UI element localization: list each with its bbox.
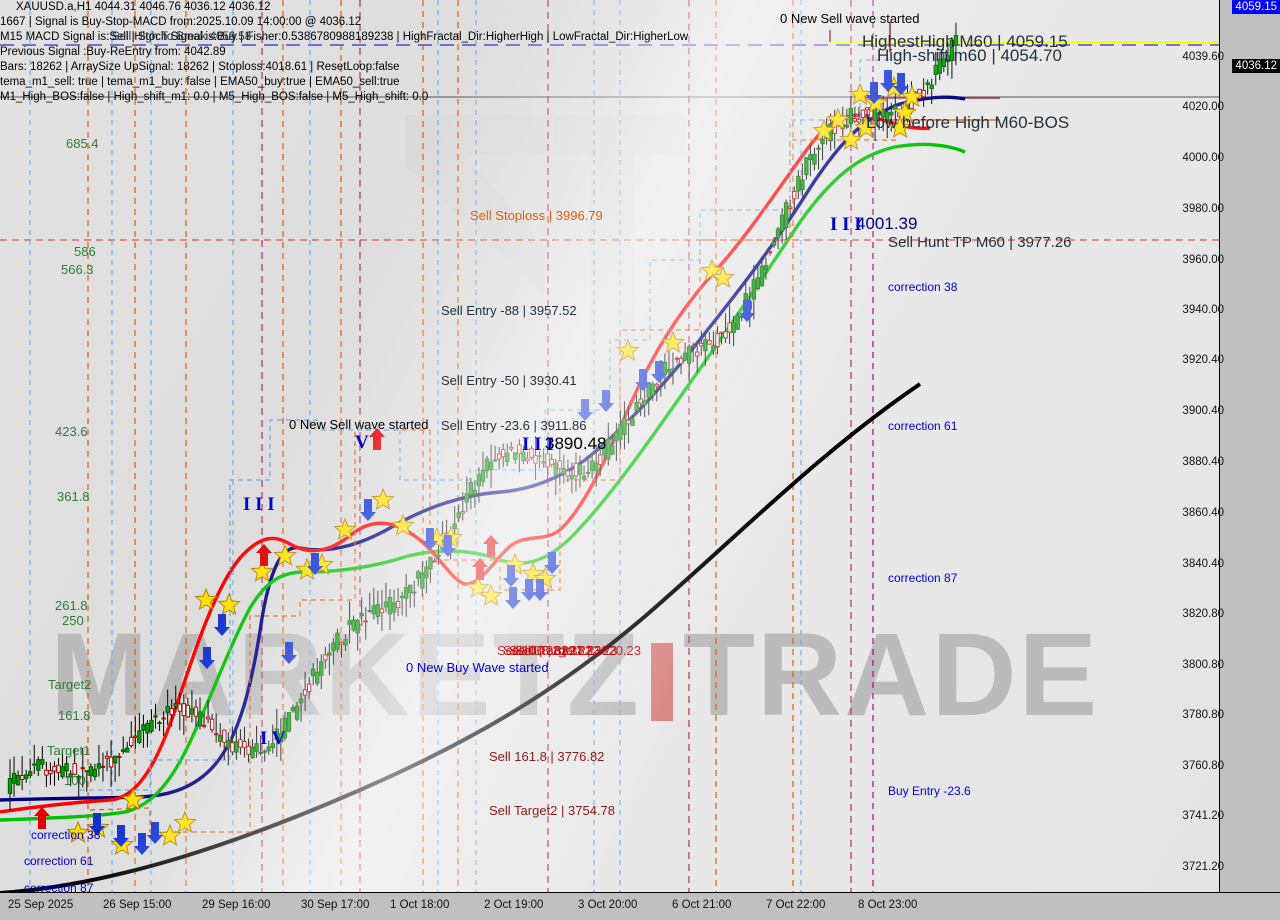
price-tick: 3840.40 [1182, 557, 1224, 570]
header-line-4: tema_m1_sell: true | tema_m1_buy: false … [0, 76, 400, 88]
chart-info-header: XAUUSD.a,H1 4044.31 4046.76 4036.12 4036… [0, 0, 900, 105]
price-tick: 4000.00 [1182, 151, 1224, 164]
price-tick: 3980.00 [1182, 202, 1224, 215]
price-tick: 3940.00 [1182, 304, 1224, 317]
correction-label: correction 87 [24, 881, 94, 893]
elliott-wave-marker: I I I [522, 434, 554, 455]
elliott-wave-marker: I V [260, 728, 286, 749]
chart-plot-area[interactable]: MARKETZ TRADE [0, 0, 1220, 893]
sell-signal-label: Sell Entry -88 | 3957.52 [441, 303, 577, 318]
fib-level-label: Target1 [47, 743, 91, 758]
wave-start-note: 0 New Buy Wave started [406, 660, 549, 675]
price-tick: 3800.80 [1182, 658, 1224, 671]
time-tick: 26 Sep 15:00 [103, 899, 172, 911]
sell-signal-label: Sell Entry -50 | 3930.41 [441, 373, 577, 388]
time-tick: 7 Oct 22:00 [766, 899, 826, 911]
current-price-tag: 4059.15 [1232, 0, 1280, 15]
price-tick: 3741.20 [1182, 810, 1224, 823]
wave-start-note: 0 New Sell wave started [289, 417, 429, 432]
price-tick: 4039.60 [1182, 50, 1224, 63]
fib-level-label: 423.6 [55, 424, 88, 439]
time-tick: 3 Oct 20:00 [578, 899, 638, 911]
sell-signal-label: Sell Stoploss | 3996.79 [470, 208, 603, 223]
symbol-ohlc-line: XAUUSD.a,H1 4044.31 4046.76 4036.12 4036… [16, 1, 271, 13]
sell-level-label: Sell 100 | 3827.23 [497, 643, 602, 658]
key-level-label: Sell Hunt TP M60 | 3977.26 [888, 234, 1072, 251]
fib-level-label: 361.8 [57, 489, 90, 504]
price-tick: 3900.40 [1182, 405, 1224, 418]
time-tick: 2 Oct 19:00 [484, 899, 544, 911]
chart-graphics-overlay [0, 0, 1220, 893]
correction-label: correction 87 [888, 571, 958, 585]
correction-label: correction 61 [888, 419, 958, 433]
elliott-wave-marker: V [355, 432, 369, 453]
header-line-2: Previous Signal :Buy-ReEntry from: 4042.… [0, 46, 226, 58]
time-tick: 25 Sep 2025 [8, 899, 74, 911]
sell-level-label: Sell 0 | 3829.23 [503, 643, 594, 658]
price-tick: 3760.80 [1182, 760, 1224, 773]
price-tick: 3860.40 [1182, 506, 1224, 519]
fib-level-label: 161.8 [58, 708, 91, 723]
sell-high-break-note: Sell High To Break 4059.58 [112, 31, 252, 43]
time-tick: 1 Oct 18:00 [390, 899, 450, 911]
sell-level-label: Sell Target1 | 3820.23 [515, 643, 642, 658]
price-tick: 3780.80 [1182, 709, 1224, 722]
price-axis[interactable]: 4039.60 4020.00 4000.00 3980.00 3960.00 3940.… [1182, 0, 1280, 893]
fib-level-label: 261.8 [55, 598, 88, 613]
key-level-label: 4001.39 [856, 214, 918, 233]
header-line-1: M15 MACD Signal is:Sell | Stoch Signal i… [0, 31, 689, 43]
sell-level-label: Sell 38.2 | 3822.23 [509, 643, 618, 658]
fib-level-label: 100 [64, 773, 86, 788]
time-tick: 6 Oct 21:00 [672, 899, 732, 911]
fib-level-label: 250 [62, 613, 84, 628]
fib-level-label: Target2 [48, 677, 92, 692]
fib-level-label: 586 [74, 244, 96, 259]
price-tick: 3820.80 [1182, 607, 1224, 620]
key-level-label: HighestHigh M60 | 4059.15 [862, 32, 1068, 51]
key-level-label: High-shift m60 | 4054.70 [877, 46, 1062, 65]
price-tick: 3721.20 [1182, 861, 1224, 874]
key-level-label: 3890.48 [545, 434, 607, 453]
wave-start-note: 0 New Sell wave started [780, 11, 920, 26]
time-tick: 30 Sep 17:00 [301, 899, 370, 911]
current-price-tag: 4036.12 [1232, 58, 1280, 73]
time-tick: 8 Oct 23:00 [858, 899, 918, 911]
fib-level-label: 685.4 [66, 136, 99, 151]
correction-label: correction 38 [31, 828, 101, 842]
fib-level-label: 566.3 [61, 262, 94, 277]
sell-signal-label: Sell Entry -23.6 | 3911.86 [441, 418, 587, 433]
price-tick: 3920.40 [1182, 354, 1224, 367]
sell-signal-label: Sell Target2 | 3754.78 [489, 803, 616, 818]
price-tick: 3880.40 [1182, 456, 1224, 469]
price-tick: 3960.00 [1182, 253, 1224, 266]
elliott-wave-marker: I I I [830, 214, 862, 235]
price-tick: 4020.00 [1182, 100, 1224, 113]
header-line-3: Bars: 18262 | ArraySize UpSignal: 18262 … [0, 61, 400, 73]
time-axis[interactable]: 25 Sep 2025 26 Sep 15:00 29 Sep 16:00 30 Se… [0, 892, 1280, 920]
header-line-0: 1667 | Signal is Buy-Stop-MACD from:2025… [0, 16, 362, 28]
correction-label: Buy Entry -23.6 [888, 784, 971, 798]
elliott-wave-marker: I I I [243, 494, 275, 515]
time-tick: 29 Sep 16:00 [202, 899, 271, 911]
correction-label: correction 61 [24, 854, 94, 868]
key-level-label: Low before High M60-BOS [866, 113, 1070, 132]
correction-label: correction 38 [888, 280, 958, 294]
header-line-5: M1_High_BOS:false | High_shift_m1: 0.0 |… [0, 91, 429, 103]
sell-signal-label: Sell 161.8 | 3776.82 [489, 749, 605, 764]
